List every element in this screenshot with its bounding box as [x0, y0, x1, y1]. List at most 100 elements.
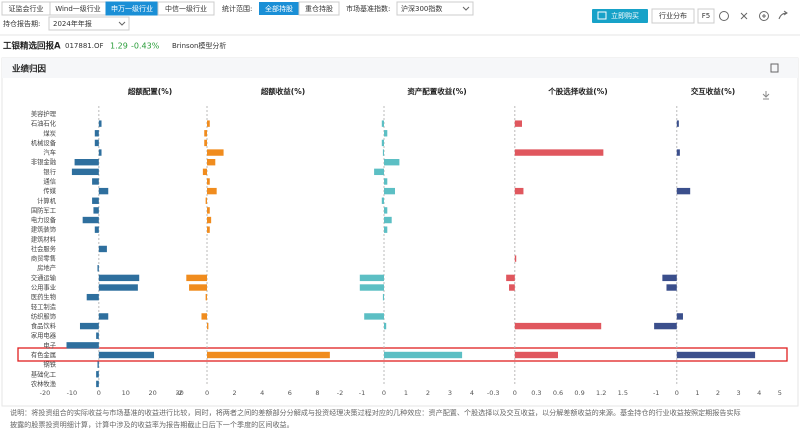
add-icon[interactable]	[759, 11, 769, 21]
export-icon[interactable]	[770, 63, 779, 73]
chart-title: 超额收益(%)	[260, 86, 305, 96]
category-label: 建筑材料	[31, 234, 57, 243]
refresh-button[interactable]	[697, 8, 715, 24]
bar	[676, 120, 679, 127]
x-tick-label: -10	[67, 389, 78, 397]
dropdown-arrow	[118, 21, 126, 26]
fund-code: 017881.OF	[65, 42, 103, 50]
category-label: 汽车	[43, 148, 56, 157]
bar	[207, 216, 212, 224]
x-tick-label: 2	[716, 389, 720, 397]
bar	[207, 149, 224, 156]
tab-label: 申万一级行业	[111, 4, 153, 13]
fund-name: 工银精选回报A	[3, 41, 61, 52]
bar	[96, 332, 99, 339]
category-label: 医药生物	[31, 292, 56, 301]
bar	[384, 351, 463, 359]
bar	[92, 197, 99, 204]
close-icon[interactable]	[740, 12, 748, 20]
x-tick-label: 2	[233, 389, 237, 397]
category-label: 基础化工	[31, 369, 56, 378]
x-tick-label: 1.2	[596, 389, 606, 397]
bar	[98, 120, 102, 127]
bar	[382, 149, 384, 156]
x-tick-label: 6	[288, 389, 292, 397]
x-tick-label: 4	[757, 389, 761, 397]
bar	[514, 322, 602, 330]
category-label: 纺织服饰	[31, 311, 56, 320]
category-label: 轻工制造	[31, 302, 57, 311]
tab[interactable]	[157, 1, 215, 16]
x-tick-label: 4	[470, 389, 474, 397]
x-tick-label: 4	[260, 389, 264, 397]
x-tick-label: 30	[175, 389, 183, 397]
x-tick-label: 0	[205, 389, 209, 397]
dropdown[interactable]	[396, 1, 474, 16]
bar	[97, 265, 99, 272]
bar	[207, 187, 217, 195]
scope-label: 统计范围:	[222, 4, 252, 13]
bar	[71, 168, 99, 176]
x-tick-label: 0	[382, 389, 386, 397]
bar	[666, 284, 677, 291]
download-icon[interactable]	[762, 91, 770, 100]
bar	[676, 313, 683, 320]
industry-tabs: 证监会行业 Wind一级行业 申万一级行业 中信一级行业	[1, 1, 215, 16]
model-name: Brinson模型分析	[172, 41, 226, 50]
benchmark-label: 市场基准指数:	[346, 4, 390, 13]
tab[interactable]	[298, 1, 340, 16]
bar	[98, 149, 102, 156]
tab-label: 全部持股	[265, 4, 293, 13]
bar	[514, 255, 517, 262]
bar	[384, 159, 400, 166]
bar	[96, 371, 99, 378]
category-label: 电力设备	[31, 215, 57, 224]
x-tick-label: 3	[448, 389, 452, 397]
dropdown-value: 2024年年报	[53, 19, 92, 28]
period-label: 持仓报告期:	[3, 19, 40, 28]
category-label: 石油石化	[31, 119, 57, 128]
tab-label: Wind一级行业	[55, 4, 101, 13]
tab-selected[interactable]	[259, 2, 299, 15]
category-label: 美容护理	[31, 109, 57, 118]
dropdown-arrow	[462, 6, 470, 11]
category-label: 房地产	[37, 263, 56, 272]
bar	[384, 187, 395, 195]
bar	[98, 187, 109, 195]
bar	[94, 130, 99, 137]
bar	[207, 120, 210, 127]
x-tick-label: 10	[122, 389, 130, 397]
refresh-label: F5	[702, 12, 710, 20]
x-tick-label: 3	[737, 389, 741, 397]
industry-dist-button[interactable]	[651, 8, 695, 24]
bar	[381, 120, 384, 127]
category-label: 钢铁	[43, 360, 56, 369]
bar	[676, 351, 756, 359]
bar	[384, 130, 388, 137]
section-header	[2, 58, 798, 78]
x-tick-label: -1	[653, 389, 659, 397]
share-icon[interactable]	[778, 10, 788, 20]
category-label: 通信	[43, 176, 56, 185]
section-title: 业绩归因	[12, 64, 46, 75]
dropdown[interactable]	[48, 16, 130, 31]
x-tick-label: -2	[176, 389, 182, 397]
x-tick-label: -1	[359, 389, 365, 397]
bar	[92, 178, 99, 185]
bar	[201, 313, 208, 320]
bar	[96, 380, 99, 388]
bar	[207, 322, 209, 330]
category-label: 建筑装饰	[31, 225, 56, 234]
note-line: 披露的股票投资明细计算，计算中涉及的收益率为报告期截止日后下一个季度的区间收益。	[10, 420, 294, 429]
x-tick-label: 0.3	[531, 389, 541, 397]
x-tick-label: 0	[675, 389, 679, 397]
bar	[74, 159, 99, 166]
bar	[202, 168, 208, 176]
help-icon[interactable]	[719, 11, 729, 21]
bar	[506, 274, 515, 282]
tab-label: 中信一级行业	[165, 4, 207, 13]
bar	[86, 293, 99, 301]
category-label: 交通运输	[31, 273, 57, 282]
